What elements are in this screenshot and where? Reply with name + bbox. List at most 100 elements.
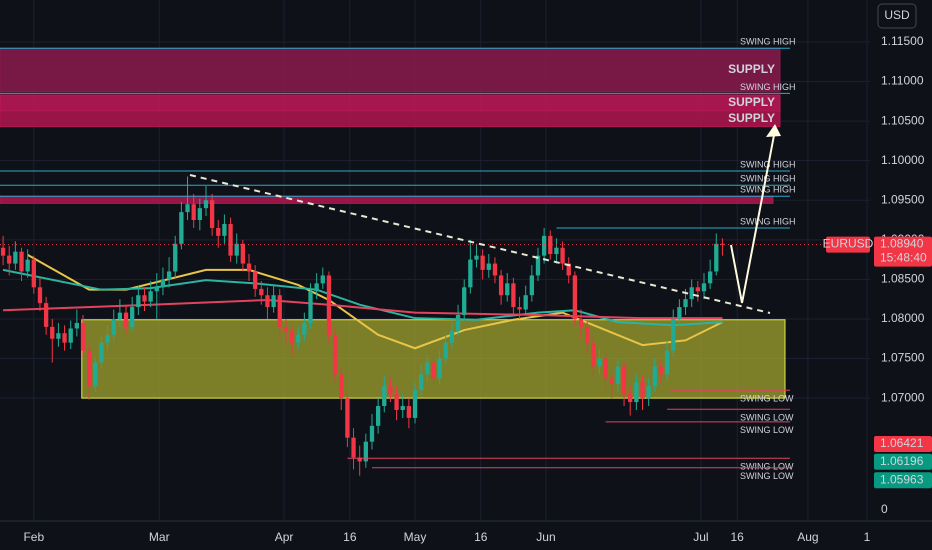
candle-body xyxy=(363,441,368,462)
trendline xyxy=(189,174,771,314)
candle-body xyxy=(99,342,104,363)
candle-body xyxy=(369,425,375,442)
candle-body xyxy=(615,366,621,384)
candle-body xyxy=(591,342,596,367)
candle-body xyxy=(0,247,6,256)
x-tick-label: Apr xyxy=(275,530,294,544)
candle-body xyxy=(31,259,36,288)
candle-body xyxy=(142,295,147,302)
candle-body xyxy=(455,315,461,331)
candle-body xyxy=(74,322,80,329)
candle-body xyxy=(123,312,129,327)
candle-body xyxy=(382,386,387,407)
y-tick-label: 1.10000 xyxy=(881,153,925,167)
swing-label: SWING LOW xyxy=(740,471,794,481)
price-tag-label: 1.05963 xyxy=(880,472,924,486)
candle-body xyxy=(505,283,510,296)
candle-body xyxy=(296,334,301,343)
currency-button[interactable] xyxy=(877,3,917,29)
candle-body xyxy=(259,288,264,296)
candle-body xyxy=(50,326,55,339)
y-tick-label: 1.07000 xyxy=(881,390,925,404)
projection-arrow xyxy=(730,129,776,304)
candle-body xyxy=(572,275,578,319)
x-tick-label: Mar xyxy=(149,530,170,544)
candle-body xyxy=(320,275,325,284)
candle-body xyxy=(240,243,246,264)
zone xyxy=(0,47,781,93)
candle-body xyxy=(707,271,713,284)
candle-body xyxy=(658,366,664,375)
candle-body xyxy=(560,247,565,264)
y-tick-label: 1.09500 xyxy=(881,192,925,206)
candle-body xyxy=(314,283,319,292)
candle-body xyxy=(578,318,584,327)
moving-average xyxy=(3,298,723,320)
candle-body xyxy=(130,307,135,327)
candle-body xyxy=(671,318,676,351)
x-tick-label: 16 xyxy=(343,530,357,544)
candle-body xyxy=(689,287,694,300)
symbol-label: EURUSD xyxy=(823,237,874,251)
x-tick-label: May xyxy=(404,530,427,544)
candle-body xyxy=(271,295,276,308)
zone xyxy=(0,110,781,128)
candle-body xyxy=(621,366,627,395)
candle-body xyxy=(714,243,719,272)
candle-body xyxy=(375,406,381,426)
y-tick-label: 1.07500 xyxy=(881,351,925,365)
moving-average xyxy=(2,268,723,327)
candle-body xyxy=(80,322,86,351)
candle-body xyxy=(216,227,221,236)
swing-label: SWING HIGH xyxy=(740,37,796,47)
candle-body xyxy=(548,235,553,255)
candle-body xyxy=(302,322,307,335)
moving-average xyxy=(27,253,723,350)
candle-body xyxy=(160,279,166,288)
candles xyxy=(0,176,725,476)
swing-label: SWING LOW xyxy=(740,425,794,435)
zone-label: SUPPLY xyxy=(728,111,775,125)
candle-body xyxy=(535,255,541,276)
swing-label: SWING LOW xyxy=(740,394,794,404)
candle-body xyxy=(480,255,485,270)
candle-body xyxy=(222,223,227,236)
candle-body xyxy=(339,374,344,399)
candle-body xyxy=(474,255,479,260)
y-tick-label: 1.08500 xyxy=(881,272,925,286)
arrow-head xyxy=(766,124,781,137)
candle-body xyxy=(228,223,233,256)
candle-body xyxy=(37,287,43,304)
price-tag-label: 1.08940 xyxy=(880,237,924,251)
candle-body xyxy=(332,334,338,375)
candle-body xyxy=(554,247,559,255)
candle-body xyxy=(517,307,522,310)
candle-body xyxy=(628,394,633,403)
candle-body xyxy=(609,378,614,384)
x-tick-label: 16 xyxy=(731,530,745,544)
candle-body xyxy=(265,295,270,308)
currency-label[interactable]: USD xyxy=(884,8,910,22)
candle-body xyxy=(388,386,393,395)
candle-body xyxy=(277,295,282,327)
x-tick-label: Jul xyxy=(693,530,708,544)
candle-body xyxy=(677,307,682,319)
candle-body xyxy=(541,235,547,256)
candle-body xyxy=(652,366,657,387)
candle-body xyxy=(111,318,116,335)
candle-body xyxy=(492,263,498,276)
candle-body xyxy=(566,263,571,276)
price-tag-label: 1.06421 xyxy=(880,436,924,450)
candle-body xyxy=(603,358,608,379)
candle-body xyxy=(166,271,172,280)
candle-body xyxy=(105,334,110,343)
price-tag xyxy=(874,236,932,267)
price-tag xyxy=(874,435,932,452)
candle-body xyxy=(486,263,491,270)
x-tick-label: Jun xyxy=(536,530,555,544)
candle-body xyxy=(468,259,473,288)
candle-body xyxy=(203,200,209,209)
candle-body xyxy=(425,362,430,375)
